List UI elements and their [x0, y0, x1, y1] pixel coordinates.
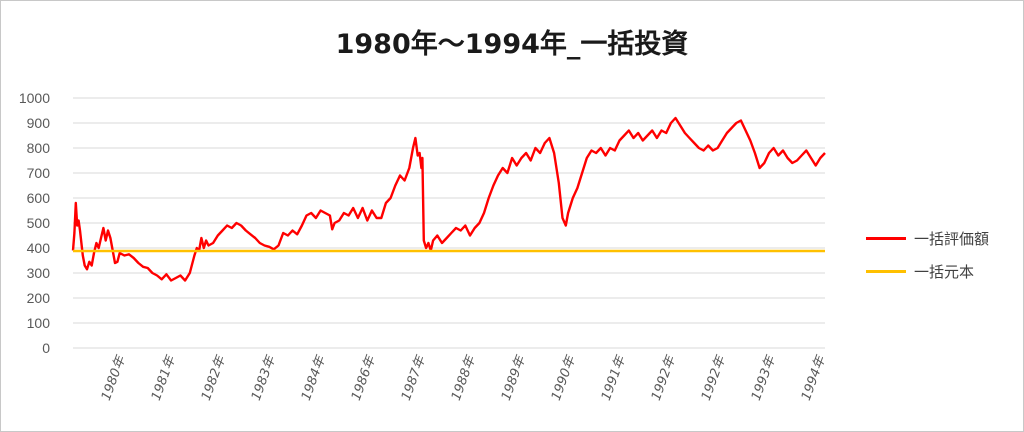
x-tick-label: 1983年 — [249, 352, 280, 402]
x-tick-label: 1980年 — [99, 352, 130, 402]
legend-swatch-principal — [866, 270, 906, 273]
legend-label-principal: 一括元本 — [914, 263, 975, 281]
chart-title: 1980年～1994年_一括投資 — [335, 29, 689, 60]
x-tick-label: 1993年 — [749, 352, 780, 402]
y-tick-label: 0 — [42, 340, 50, 356]
legend-item-principal: 一括元本 — [866, 261, 974, 282]
y-tick-label: 300 — [27, 265, 51, 281]
x-tick-label: 1982年 — [199, 352, 230, 402]
x-tick-label: 1988年 — [449, 352, 480, 402]
x-tick-label: 1986年 — [349, 352, 380, 402]
legend-label-valuation: 一括評価額 — [914, 230, 990, 248]
y-tick-label: 200 — [27, 290, 51, 306]
y-tick-label: 800 — [27, 140, 51, 156]
y-tick-label: 700 — [27, 165, 51, 181]
y-tick-label: 500 — [27, 215, 51, 231]
y-tick-label: 900 — [27, 115, 51, 131]
x-tick-label: 1992年 — [699, 352, 730, 402]
x-tick-label: 1992年 — [649, 352, 680, 402]
y-tick-label: 100 — [27, 315, 51, 331]
x-tick-label: 1987年 — [399, 352, 430, 402]
legend-swatch-valuation — [866, 237, 906, 240]
legend-item-valuation: 一括評価額 — [866, 228, 989, 249]
x-tick-label: 1990年 — [549, 352, 580, 402]
y-tick-label: 600 — [27, 190, 51, 206]
x-tick-label: 1991年 — [599, 352, 630, 402]
x-tick-label: 1994年 — [799, 352, 830, 402]
x-tick-label: 1981年 — [149, 352, 180, 402]
series-line-valuation — [71, 116, 826, 282]
y-tick-label: 400 — [27, 240, 51, 256]
x-tick-label: 1989年 — [499, 352, 530, 402]
y-tick-label: 1000 — [19, 90, 50, 106]
x-tick-label: 1984年 — [299, 352, 330, 402]
